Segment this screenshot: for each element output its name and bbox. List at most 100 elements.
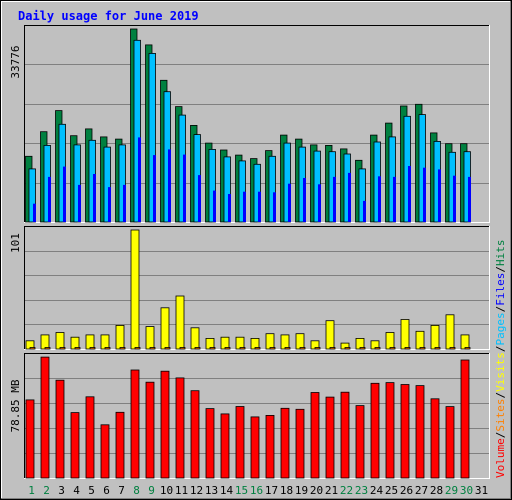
x-tick-label-day-2: 2 bbox=[43, 484, 50, 497]
bar-sites-day-23 bbox=[359, 347, 366, 350]
bar-sites-day-26 bbox=[404, 347, 411, 350]
bar-volume-day-18 bbox=[280, 407, 290, 479]
bar-sites-day-11 bbox=[179, 347, 186, 350]
bar-volume-day-13 bbox=[205, 408, 215, 479]
bar-visits-day-27 bbox=[415, 330, 425, 350]
bar-sites-day-1 bbox=[29, 347, 36, 350]
bar-visits-day-25 bbox=[385, 332, 395, 350]
bar-pages-day-13 bbox=[213, 190, 216, 222]
bar-visits-day-19 bbox=[295, 333, 305, 350]
bar-sites-day-8 bbox=[134, 347, 141, 350]
legend: Volume/Sites/Visits/Pages/Files/Hits bbox=[494, 240, 507, 479]
bar-visits-day-12 bbox=[190, 327, 200, 350]
bar-sites-day-7 bbox=[119, 347, 126, 350]
bar-pages-day-20 bbox=[318, 184, 321, 222]
bar-sites-day-22 bbox=[344, 347, 351, 350]
x-tick-label-day-26: 26 bbox=[400, 484, 413, 497]
bar-volume-day-23 bbox=[355, 405, 365, 479]
bar-volume-day-15 bbox=[235, 406, 245, 479]
bar-pages-day-29 bbox=[453, 175, 456, 222]
bar-volume-day-22 bbox=[340, 391, 350, 479]
x-tick-label-day-12: 12 bbox=[190, 484, 203, 497]
x-tick-label-day-3: 3 bbox=[58, 484, 65, 497]
bar-visits-day-30 bbox=[460, 334, 470, 350]
x-tick-label-day-18: 18 bbox=[280, 484, 293, 497]
bar-pages-day-26 bbox=[408, 166, 411, 222]
bar-visits-day-28 bbox=[430, 324, 440, 350]
bar-pages-day-7 bbox=[123, 184, 126, 222]
legend-separator: / bbox=[494, 432, 507, 439]
bar-files-day-17 bbox=[268, 155, 276, 223]
bar-sites-day-24 bbox=[374, 347, 381, 350]
bar-pages-day-18 bbox=[288, 183, 291, 222]
bar-sites-day-12 bbox=[194, 347, 201, 350]
bar-visits-day-11 bbox=[175, 295, 185, 350]
bar-volume-day-16 bbox=[250, 416, 260, 479]
x-tick-label-day-9: 9 bbox=[148, 484, 155, 497]
bar-files-day-18 bbox=[283, 142, 291, 223]
bar-pages-day-17 bbox=[273, 192, 276, 222]
bar-sites-day-13 bbox=[209, 347, 216, 350]
bar-visits-day-6 bbox=[100, 334, 110, 350]
bar-sites-day-27 bbox=[419, 347, 426, 350]
bar-volume-day-5 bbox=[85, 396, 95, 479]
bar-pages-day-23 bbox=[363, 200, 366, 222]
bar-sites-day-15 bbox=[239, 347, 246, 350]
bar-pages-day-1 bbox=[33, 203, 36, 222]
bar-volume-day-24 bbox=[370, 382, 380, 479]
bar-sites-day-18 bbox=[284, 347, 291, 350]
bar-volume-day-8 bbox=[130, 369, 140, 479]
bar-files-day-6 bbox=[103, 146, 111, 223]
bar-files-day-15 bbox=[238, 160, 246, 223]
bar-volume-day-12 bbox=[190, 390, 200, 479]
panel-bottom-ymax-label: 78.85 MB bbox=[9, 379, 22, 432]
x-tick-label-day-25: 25 bbox=[385, 484, 398, 497]
bar-visits-day-29 bbox=[445, 314, 455, 350]
x-tick-label-day-1: 1 bbox=[28, 484, 35, 497]
bar-files-day-13 bbox=[208, 148, 216, 223]
bar-pages-day-22 bbox=[348, 172, 351, 222]
bar-visits-day-18 bbox=[280, 334, 290, 350]
bar-pages-day-2 bbox=[48, 176, 51, 222]
bar-pages-day-4 bbox=[78, 184, 81, 222]
bar-sites-day-4 bbox=[74, 347, 81, 350]
x-tick-label-day-16: 16 bbox=[250, 484, 263, 497]
bar-sites-day-21 bbox=[329, 347, 336, 350]
bar-files-day-4 bbox=[73, 144, 81, 223]
bar-pages-day-8 bbox=[138, 137, 141, 222]
bar-sites-day-5 bbox=[89, 347, 96, 350]
bar-volume-day-14 bbox=[220, 413, 230, 479]
bar-pages-day-10 bbox=[168, 149, 171, 222]
x-tick-label-day-31: 31 bbox=[475, 484, 488, 497]
bar-files-day-14 bbox=[223, 156, 231, 223]
x-tick-label-day-11: 11 bbox=[175, 484, 188, 497]
bar-volume-day-20 bbox=[310, 392, 320, 479]
bar-volume-day-29 bbox=[445, 406, 455, 479]
legend-item-files: Files bbox=[494, 273, 507, 306]
bar-volume-day-25 bbox=[385, 382, 395, 479]
x-tick-label-day-22: 22 bbox=[340, 484, 353, 497]
bar-sites-day-10 bbox=[164, 347, 171, 350]
bar-volume-day-11 bbox=[175, 377, 185, 479]
panel-middle-ymax-label: 101 bbox=[9, 233, 22, 253]
legend-item-volume: Volume bbox=[494, 438, 507, 478]
legend-item-pages: Pages bbox=[494, 312, 507, 345]
x-tick-label-day-15: 15 bbox=[235, 484, 248, 497]
panel-top-ymax-label: 33776 bbox=[9, 45, 22, 78]
bar-visits-day-3 bbox=[55, 332, 65, 350]
bar-sites-day-3 bbox=[59, 347, 66, 350]
bar-visits-day-9 bbox=[145, 326, 155, 350]
bar-pages-day-21 bbox=[333, 176, 336, 222]
bar-pages-day-11 bbox=[183, 154, 186, 222]
bar-visits-day-5 bbox=[85, 334, 95, 350]
bar-sites-day-28 bbox=[434, 347, 441, 350]
bar-pages-day-15 bbox=[243, 191, 246, 222]
bar-sites-day-2 bbox=[44, 347, 51, 350]
bar-files-day-23 bbox=[358, 168, 366, 223]
bar-sites-day-29 bbox=[449, 347, 456, 350]
x-tick-label-day-13: 13 bbox=[205, 484, 218, 497]
bar-sites-day-25 bbox=[389, 347, 396, 350]
bar-pages-day-27 bbox=[423, 167, 426, 222]
